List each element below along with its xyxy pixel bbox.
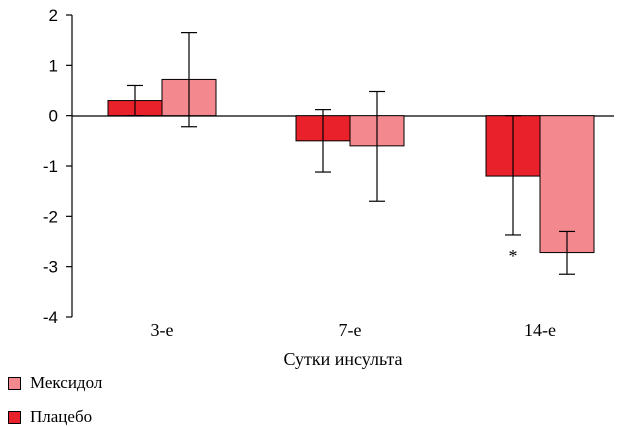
significance-marker: * <box>509 246 518 266</box>
bar <box>539 115 595 254</box>
x-tick-label: 7-е <box>339 320 362 340</box>
legend-item-placebo: Плацебо <box>8 407 92 427</box>
legend-label-placebo: Плацебо <box>30 407 93 426</box>
legend-label-mexidol: Мексидол <box>30 373 103 392</box>
y-tick-label: 2 <box>49 6 58 25</box>
y-tick-label: -2 <box>43 207 58 226</box>
x-tick-label: 14-е <box>524 320 556 340</box>
y-tick-label: -4 <box>43 308 58 327</box>
y-tick-label: 0 <box>49 107 58 126</box>
y-tick-label: -3 <box>43 258 58 277</box>
y-tick-label: -1 <box>43 157 58 176</box>
legend-item-mexidol: Мексидол <box>8 373 102 393</box>
legend-swatch-mexidol <box>8 376 21 390</box>
x-axis-title: Сутки инсульта <box>283 349 402 369</box>
y-tick-label: 1 <box>49 56 58 75</box>
x-tick-label: 3-е <box>151 320 174 340</box>
legend-swatch-placebo <box>8 410 21 424</box>
